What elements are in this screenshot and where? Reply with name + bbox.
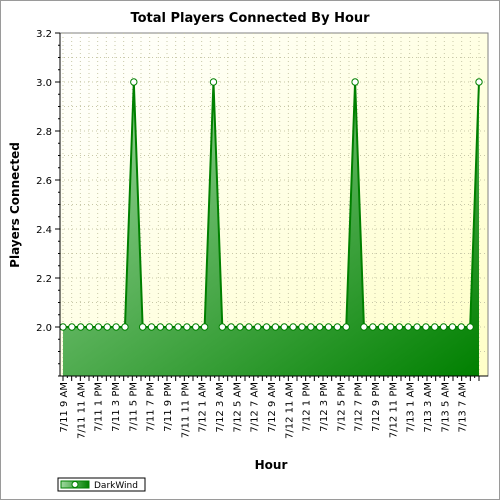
x-tick-label: 7/11 9 PM xyxy=(163,382,174,432)
x-tick-label: 7/12 3 AM xyxy=(215,382,226,433)
x-axis: 7/11 9 AM 7/11 11 AM 7/11 1 PM 7/11 3 PM 7/1… xyxy=(59,375,488,439)
legend-marker-icon xyxy=(71,481,79,488)
y-tick-label: 3.2 xyxy=(36,29,52,40)
x-axis-title: Hour xyxy=(255,458,288,472)
x-tick-label: 7/12 9 AM xyxy=(267,382,278,433)
data-point xyxy=(254,323,262,331)
y-axis: 2.0 2.2 2.4 2.6 2.8 3.0 3.2 xyxy=(36,29,61,377)
y-tick-label: 2.2 xyxy=(36,274,52,285)
data-point xyxy=(395,323,404,331)
x-tick-label: 7/12 1 AM xyxy=(198,382,209,433)
data-point xyxy=(457,323,465,331)
data-point xyxy=(59,323,67,331)
data-point xyxy=(236,323,244,331)
data-point xyxy=(165,323,173,331)
x-tick-label: 7/12 3 PM xyxy=(319,382,330,432)
data-point xyxy=(377,323,386,331)
data-point xyxy=(245,323,253,331)
data-point xyxy=(85,323,94,331)
x-tick-label: 7/12 1 PM xyxy=(302,382,313,432)
data-point xyxy=(227,323,235,331)
x-tick-label: 7/11 11 PM xyxy=(180,382,191,438)
x-tick-label: 7/12 9 PM xyxy=(371,382,382,432)
series-markers xyxy=(59,78,483,331)
legend-label: DarkWind xyxy=(94,481,138,491)
x-tick-label: 7/12 5 PM xyxy=(336,382,347,432)
x-tick-label: 7/11 11 AM xyxy=(76,382,87,439)
series-area-fill xyxy=(63,82,479,376)
y-tick-label: 2.8 xyxy=(36,127,52,138)
data-point xyxy=(138,323,147,331)
data-point xyxy=(386,323,395,331)
data-point xyxy=(262,323,271,331)
y-tick-label: 2.6 xyxy=(36,176,52,187)
x-tick-label: 7/11 9 AM xyxy=(59,382,70,433)
data-point xyxy=(324,323,333,331)
data-point xyxy=(103,323,111,331)
data-point xyxy=(121,323,129,331)
data-point xyxy=(448,323,457,331)
data-point xyxy=(351,78,359,86)
data-point xyxy=(466,323,474,331)
data-point xyxy=(315,323,324,331)
data-point xyxy=(289,323,297,331)
data-point xyxy=(333,323,342,331)
x-tick-label: 7/13 7 AM xyxy=(458,382,469,433)
data-point xyxy=(298,323,306,331)
x-tick-label: 7/13 3 AM xyxy=(423,382,434,433)
data-point xyxy=(439,323,448,331)
data-point xyxy=(147,323,156,331)
x-tick-label: 7/12 5 AM xyxy=(232,382,243,433)
x-tick-label: 7/11 3 PM xyxy=(111,382,122,432)
x-tick-label: 7/13 5 AM xyxy=(440,382,451,433)
data-point xyxy=(307,323,315,331)
x-tick-label: 7/12 7 PM xyxy=(354,382,365,432)
data-point xyxy=(280,323,288,331)
data-point xyxy=(192,323,200,331)
data-point xyxy=(404,323,412,331)
data-point xyxy=(369,323,377,331)
x-tick-label: 7/11 1 PM xyxy=(94,382,105,432)
x-tick-label: 7/12 11 PM xyxy=(388,382,399,438)
y-tick-label: 2.4 xyxy=(36,225,52,236)
data-point xyxy=(156,323,165,331)
data-point xyxy=(94,323,103,331)
data-point xyxy=(413,323,421,331)
data-point xyxy=(422,323,430,331)
data-point xyxy=(431,323,439,331)
chart-title: Total Players Connected By Hour xyxy=(130,11,370,26)
data-point xyxy=(68,323,76,331)
data-point xyxy=(271,323,280,331)
y-tick-label: 2.0 xyxy=(36,323,52,334)
x-tick-label: 7/12 7 AM xyxy=(250,382,261,433)
data-point xyxy=(218,323,227,331)
data-point xyxy=(130,78,138,86)
data-point xyxy=(342,323,350,331)
x-tick-label: 7/13 1 AM xyxy=(406,382,417,433)
data-point xyxy=(112,323,120,331)
x-tick-label: 7/11 5 PM xyxy=(128,382,139,432)
x-tick-label: 7/12 11 AM xyxy=(284,382,295,439)
data-point xyxy=(360,323,368,331)
y-axis-title: Players Connected xyxy=(8,142,22,268)
data-point xyxy=(475,78,483,86)
data-point xyxy=(209,78,218,86)
data-point xyxy=(200,323,209,331)
data-point xyxy=(183,323,191,331)
data-point xyxy=(77,323,85,331)
x-tick-label: 7/11 7 PM xyxy=(146,382,157,432)
data-point xyxy=(174,323,182,331)
y-tick-label: 3.0 xyxy=(36,78,52,89)
legend: DarkWind xyxy=(57,477,146,492)
